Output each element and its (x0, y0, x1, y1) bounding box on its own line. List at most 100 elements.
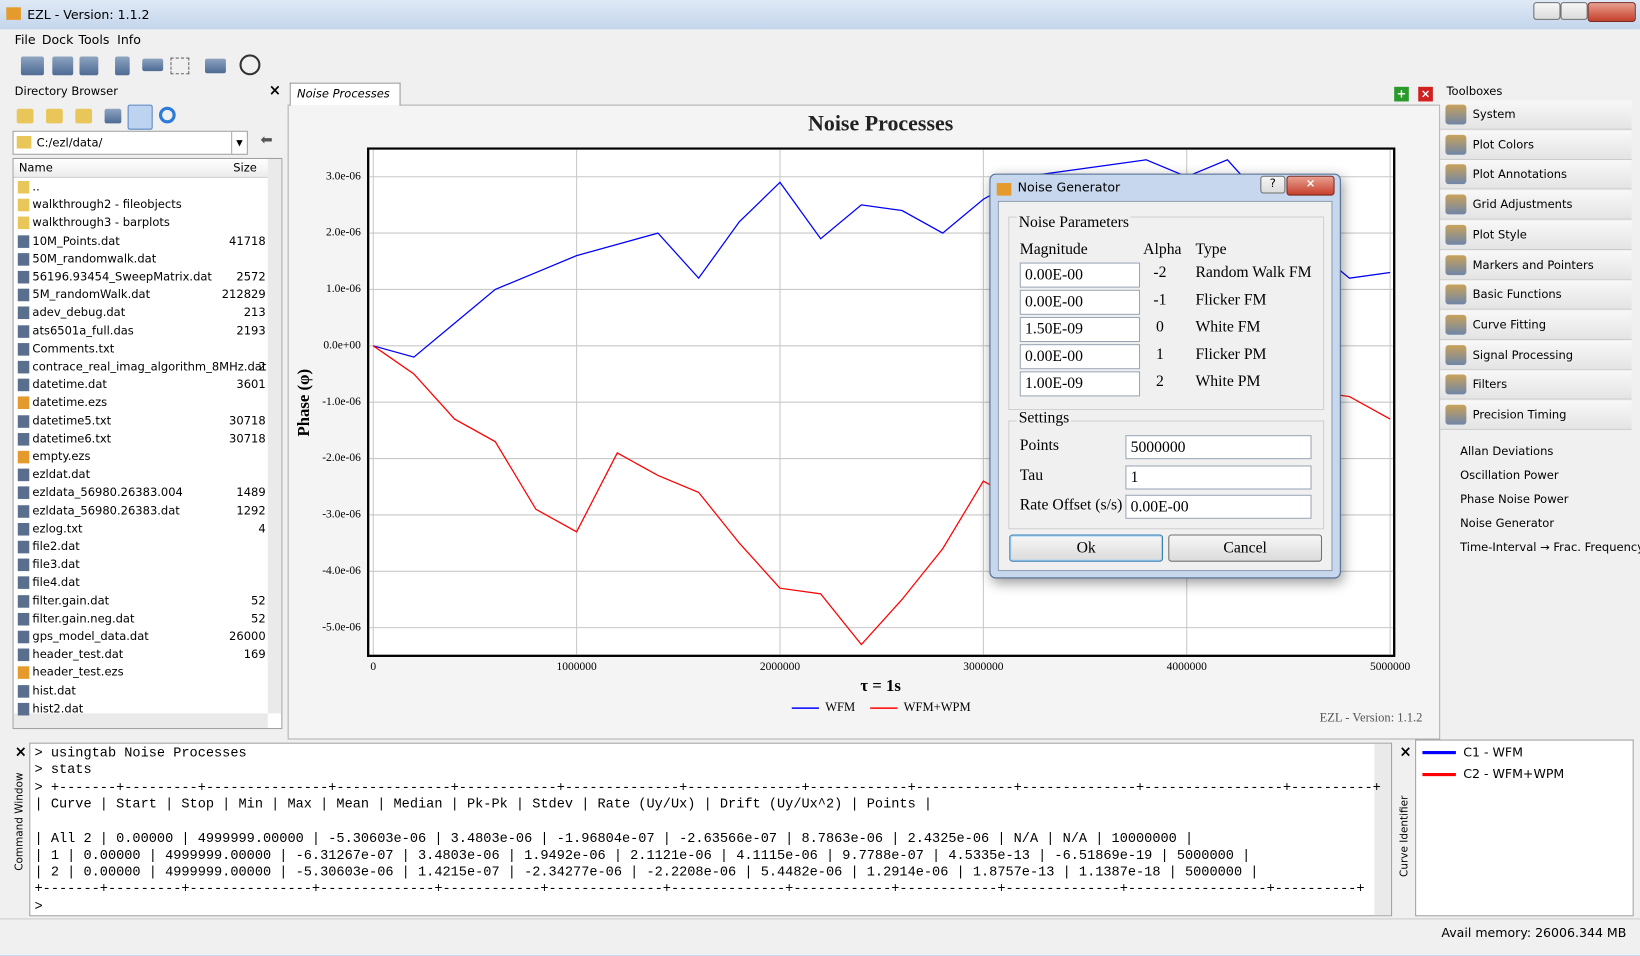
tool-icon[interactable] (16, 108, 34, 124)
menu-item[interactable]: Dock (41, 32, 74, 48)
field-input[interactable]: 5000000 (1125, 435, 1312, 460)
file-size: 213 (243, 305, 266, 320)
tool-icon[interactable] (115, 56, 130, 76)
toolbox-subitem[interactable]: Allan Deviations (1460, 444, 1554, 459)
toolbox-item[interactable]: Signal Processing (1440, 340, 1632, 370)
panel-title: Directory Browser (14, 84, 118, 99)
toolbox-subitem[interactable]: Phase Noise Power (1460, 492, 1569, 507)
toolbox-item[interactable]: System (1440, 100, 1632, 130)
magnitude-input[interactable]: 0.00E-00 (1019, 289, 1141, 315)
toolbox-item[interactable]: Curve Fitting (1440, 310, 1632, 340)
file-name[interactable]: datetime.ezs (32, 395, 108, 410)
file-name[interactable]: ezldata_56980.26383.dat (32, 503, 180, 518)
close-panel[interactable]: × (1399, 743, 1412, 761)
curve-swatch (1422, 772, 1456, 777)
command-window[interactable]: > usingtab Noise Processes > stats > +----… (29, 742, 1393, 917)
column-header[interactable]: Name (18, 161, 53, 175)
file-name[interactable]: ats6501a_full.das (32, 323, 134, 338)
file-name[interactable]: file2.dat (32, 539, 80, 554)
file-name[interactable]: Comments.txt (32, 341, 115, 356)
tool-icon[interactable] (142, 58, 164, 72)
file-name[interactable]: file3.dat (32, 557, 80, 572)
toolbox-item[interactable]: Filters (1440, 370, 1632, 400)
zoom-icon[interactable] (239, 54, 261, 76)
file-name[interactable]: gps_model_data.dat (32, 629, 149, 644)
tool-icon[interactable] (170, 57, 190, 75)
close-panel[interactable]: × (14, 743, 27, 761)
menu-item[interactable]: Info (117, 32, 141, 48)
close-button[interactable] (1587, 2, 1636, 22)
file-name[interactable]: datetime.dat (32, 377, 107, 392)
tool-icon[interactable] (204, 58, 226, 74)
toolbox-item[interactable]: Plot Colors (1440, 130, 1632, 160)
file-name[interactable]: ezlog.txt (32, 521, 83, 536)
scrollbar[interactable] (267, 158, 282, 714)
close-tab[interactable]: × (1418, 86, 1433, 102)
file-name[interactable]: adev_debug.dat (32, 305, 126, 320)
toolbox-subitem[interactable]: Time-Interval → Frac. Frequency (1460, 540, 1640, 555)
file-name[interactable]: 10M_Points.dat (32, 233, 120, 248)
curve-name[interactable]: C1 - WFM (1463, 744, 1523, 760)
file-name[interactable]: ezldat.dat (32, 467, 91, 482)
back-arrow[interactable]: ⬅ (260, 131, 273, 149)
menu-item[interactable]: File (14, 32, 36, 48)
curve-name[interactable]: C2 - WFM+WPM (1463, 766, 1565, 782)
file-name[interactable]: header_test.ezs (32, 665, 124, 680)
field-input[interactable]: 0.00E-00 (1125, 495, 1312, 520)
file-name[interactable]: 56196.93454_SweepMatrix.dat (32, 269, 212, 284)
file-name[interactable]: ezldata_56980.26383.004 (32, 485, 183, 500)
toolbox-item[interactable]: Basic Functions (1440, 280, 1632, 310)
close-panel[interactable]: × (268, 82, 282, 100)
dialog-button[interactable]: Ok (1009, 534, 1164, 562)
file-name[interactable]: 5M_randomWalk.dat (32, 287, 151, 302)
toolbox-item[interactable]: Plot Style (1440, 220, 1632, 250)
file-name[interactable]: file4.dat (32, 575, 80, 590)
toolbox-item[interactable]: Markers and Pointers (1440, 250, 1632, 280)
dialog-button[interactable]: Cancel (1168, 534, 1323, 562)
file-name[interactable]: .. (32, 179, 40, 194)
tool-icon[interactable] (79, 56, 99, 76)
minimize-button[interactable] (1533, 2, 1561, 20)
refresh-icon[interactable] (158, 106, 176, 124)
magnitude-input[interactable]: 1.50E-09 (1019, 316, 1141, 343)
file-name[interactable]: 50M_randomwalk.dat (32, 251, 157, 266)
close-button[interactable]: × (1286, 175, 1335, 196)
path-combo[interactable]: C:/ezl/data/ ▼ (12, 130, 248, 155)
tool-icon[interactable] (75, 108, 93, 124)
toolbox-subitem[interactable]: Noise Generator (1460, 516, 1555, 531)
tool-icon[interactable] (20, 56, 44, 76)
column-header[interactable]: Size (233, 161, 257, 175)
magnitude-input[interactable]: 0.00E-00 (1019, 262, 1141, 288)
combo-arrow[interactable]: ▼ (231, 131, 247, 154)
menu-item[interactable]: Tools (78, 32, 110, 48)
file-name[interactable]: hist2.dat (32, 701, 84, 716)
h-scrollbar[interactable] (13, 713, 268, 729)
magnitude-input[interactable]: 1.00E-09 (1019, 371, 1141, 397)
toolbox-item[interactable]: Grid Adjustments (1440, 190, 1632, 220)
maximize-button[interactable] (1560, 2, 1588, 20)
tool-icon[interactable] (104, 108, 122, 124)
file-name[interactable]: hist.dat (32, 683, 76, 698)
file-name[interactable]: header_test.dat (32, 647, 124, 662)
file-name[interactable]: walkthrough3 - barplots (32, 215, 170, 230)
file-name[interactable]: filter.gain.neg.dat (32, 611, 135, 626)
file-name[interactable]: contrace_real_imag_algorithm_8MHz.dat (32, 359, 267, 374)
add-tab[interactable]: + (1394, 86, 1409, 102)
file-name[interactable]: filter.gain.dat (32, 593, 110, 608)
tab[interactable]: Noise Processes (289, 82, 401, 106)
toolbox-item[interactable]: Precision Timing (1440, 400, 1632, 430)
help-button[interactable]: ? (1260, 175, 1286, 194)
file-name[interactable]: walkthrough2 - fileobjects (32, 197, 182, 212)
file-name[interactable]: datetime5.txt (32, 413, 112, 428)
tool-icon[interactable] (127, 104, 153, 130)
file-name[interactable]: datetime6.txt (32, 431, 112, 446)
x-tick-label: 3000000 (963, 661, 1003, 673)
tool-icon[interactable] (46, 108, 63, 124)
toolbox-item[interactable]: Plot Annotations (1440, 160, 1632, 190)
scrollbar[interactable] (1374, 743, 1392, 916)
file-name[interactable]: empty.ezs (32, 449, 91, 464)
field-input[interactable]: 1 (1125, 465, 1312, 490)
magnitude-input[interactable]: 0.00E-00 (1019, 344, 1141, 370)
toolbox-subitem[interactable]: Oscillation Power (1460, 468, 1559, 483)
tool-icon[interactable] (52, 56, 74, 76)
